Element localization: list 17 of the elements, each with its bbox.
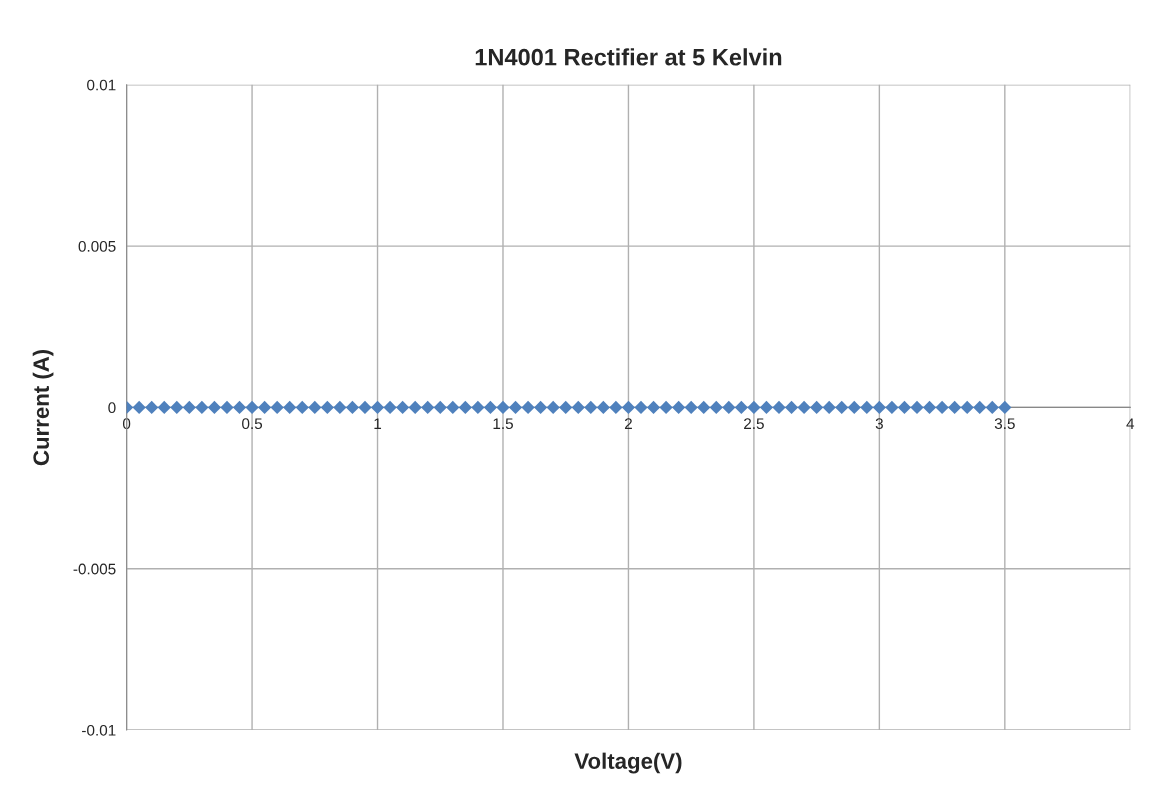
- y-tick-label: -0.005: [73, 563, 116, 575]
- x-tick-label: 3.5: [994, 418, 1015, 430]
- x-tick-label: 0.5: [242, 418, 263, 430]
- chart-title: 1N4001 Rectifier at 5 Kelvin: [475, 48, 782, 66]
- x-tick-label: 0: [122, 418, 131, 430]
- y-tick-label: 0.005: [78, 240, 116, 252]
- y-tick-label: 0.01: [87, 79, 116, 91]
- x-tick-label: 4: [1126, 418, 1135, 429]
- y-tick-label: -0.01: [82, 724, 116, 736]
- y-tick-label: 0: [108, 402, 116, 414]
- x-tick-label: 1.5: [493, 418, 513, 430]
- x-tick-label: 2.5: [744, 418, 764, 430]
- x-tick-label: 1: [374, 418, 382, 429]
- x-tick-label: 2: [624, 418, 632, 429]
- x-axis-title: Voltage(V): [574, 752, 682, 774]
- y-axis-title: Current (A): [32, 349, 54, 466]
- x-tick-label: 3: [875, 418, 883, 430]
